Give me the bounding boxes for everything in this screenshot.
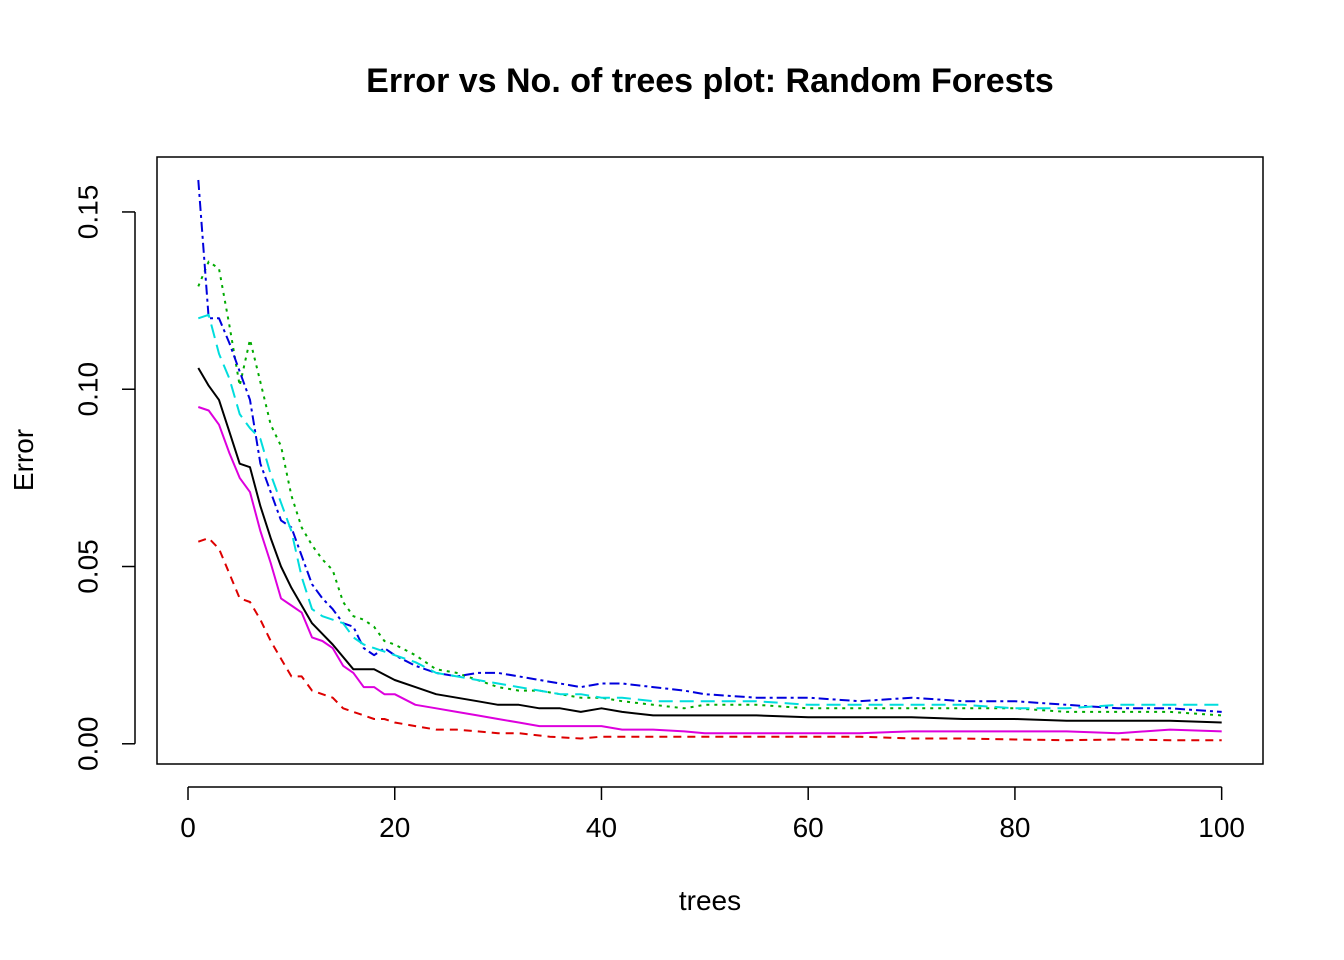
series-line-4 [197, 179, 1222, 713]
y-tick-label: 0.15 [72, 185, 103, 240]
series-line-2 [197, 537, 1222, 742]
y-tick-label: 0.05 [72, 539, 103, 594]
x-tick-label: 100 [1198, 812, 1245, 843]
series-line-6 [197, 313, 1222, 710]
plot-frame [156, 156, 1264, 765]
x-axis-label: trees [679, 885, 741, 916]
x-tick-label: 40 [586, 812, 617, 843]
x-tick-label: 0 [180, 812, 196, 843]
series-line-1 [197, 367, 1222, 724]
chart-title: Error vs No. of trees plot: Random Fores… [366, 62, 1054, 100]
series-line-3 [197, 260, 1222, 717]
y-axis: 0.00 0.05 0.10 0.15 [72, 185, 136, 772]
y-tick-label: 0.00 [72, 717, 103, 772]
y-tick-label: 0.10 [72, 362, 103, 417]
x-tick-label: 60 [793, 812, 824, 843]
series-line-5 [197, 406, 1222, 735]
series-layer [197, 179, 1222, 742]
x-axis: 0 20 40 60 80 100 [180, 786, 1245, 843]
x-tick-label: 20 [379, 812, 410, 843]
x-tick-label: 80 [999, 812, 1030, 843]
y-axis-label: Error [8, 429, 39, 491]
